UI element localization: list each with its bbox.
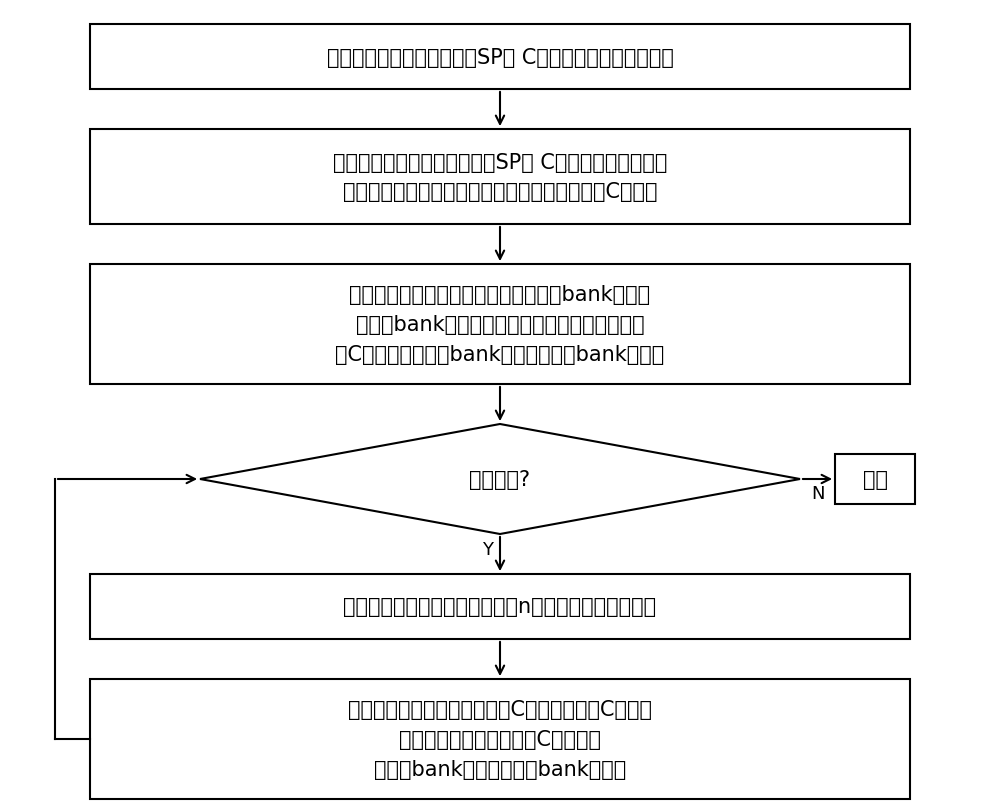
Text: 针对片外存储中待写入单端口SP的 C缓存的数据第一行，
将第一行的首地址对应的第一个数据分块映射至C缓存中: 针对片外存储中待写入单端口SP的 C缓存的数据第一行， 将第一行的首地址对应的第… <box>333 152 667 202</box>
Text: N: N <box>811 484 825 502</box>
Text: 处理完毕?: 处理完毕? <box>469 469 531 489</box>
Text: 将上一行的首地址加上数据列数n，得到当前行的首地址: 将上一行的首地址加上数据列数n，得到当前行的首地址 <box>343 597 657 617</box>
Text: Y: Y <box>482 541 494 558</box>
Text: 将片外存储中待写入单端口SP的 C缓存的数据分为数据分块: 将片外存储中待写入单端口SP的 C缓存的数据分为数据分块 <box>327 47 673 67</box>
Polygon shape <box>200 424 800 534</box>
Text: 结束: 结束 <box>862 469 888 489</box>
Bar <box>835 455 915 504</box>
Bar <box>90 25 910 90</box>
Text: 根据第一行的第一个数据分块的存储体bank偏移、
存储体bank内偏移为确定该行后续各列数据分块
在C缓存中的存储体bank偏移、存储体bank内偏移: 根据第一行的第一个数据分块的存储体bank偏移、 存储体bank内偏移为确定该行… <box>335 285 665 364</box>
Bar <box>90 679 910 799</box>
Text: 将当前行各个数据分块映射至C缓存中，得到C缓存中
当前行的各列数据分块在C缓存中的
存储体bank偏移、存储体bank内偏移: 将当前行各个数据分块映射至C缓存中，得到C缓存中 当前行的各列数据分块在C缓存中… <box>348 699 652 779</box>
Bar <box>90 130 910 225</box>
Bar <box>90 574 910 639</box>
Bar <box>90 265 910 384</box>
